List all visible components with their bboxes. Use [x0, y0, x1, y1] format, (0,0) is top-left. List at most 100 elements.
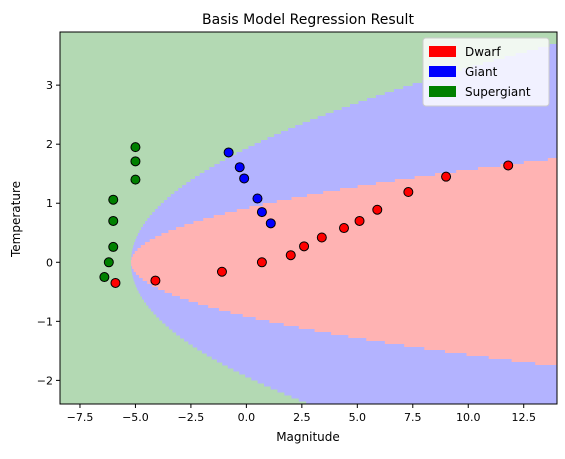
region-giant-row: [264, 383, 557, 387]
region-giant-row: [251, 377, 558, 381]
region-dwarf-row: [466, 353, 557, 357]
region-dwarf-row: [171, 293, 557, 297]
region-giant-row: [236, 152, 557, 156]
region-giant-row: [230, 155, 557, 159]
chart-title: Basis Model Regression Result: [202, 12, 414, 28]
region-giant-row: [209, 167, 557, 171]
region-dwarf-row: [193, 221, 558, 225]
giant-point: [265, 218, 276, 229]
region-dwarf-row: [283, 323, 557, 327]
region-dwarf-row: [262, 203, 557, 207]
supergiant-point: [108, 194, 119, 205]
region-dwarf-row: [176, 227, 557, 231]
region-dwarf-row: [134, 251, 558, 255]
giant-point: [256, 207, 267, 218]
y-tick-label: 1: [46, 197, 53, 210]
legend-swatch-giant: [429, 66, 456, 77]
x-tick-label: −7.5: [67, 411, 94, 424]
region-dwarf-row: [255, 317, 557, 321]
dwarf-point: [299, 241, 310, 252]
supergiant-point: [130, 142, 141, 153]
region-dwarf-row: [298, 326, 557, 330]
region-dwarf-row: [203, 218, 557, 222]
y-tick-label: −1: [37, 315, 53, 328]
region-giant-row: [288, 128, 557, 132]
supergiant-point: [99, 272, 110, 283]
region-giant-row: [225, 158, 558, 162]
region-dwarf-row: [144, 242, 557, 246]
region-giant-row: [302, 122, 557, 126]
region-dwarf-row: [224, 212, 557, 216]
region-dwarf-row: [135, 272, 557, 276]
dwarf-point: [285, 250, 296, 261]
region-dwarf-row: [242, 314, 558, 318]
region-giant-row: [190, 179, 557, 183]
region-dwarf-row: [323, 191, 557, 195]
region-giant-row: [274, 134, 557, 138]
region-giant-row: [267, 137, 557, 141]
legend-swatch-dwarf: [429, 46, 456, 57]
x-axis-label: Magnitude: [276, 430, 340, 444]
region-dwarf-row: [131, 263, 557, 267]
region-giant-row: [211, 356, 558, 360]
legend-swatch-supergiant: [429, 86, 456, 97]
plot-frame: [59, 31, 558, 405]
region-dwarf-row: [188, 299, 557, 303]
region-dwarf-row: [547, 158, 557, 162]
region-giant-row: [284, 392, 557, 396]
y-axis-ticks: −2 −1 0 1 2 3: [37, 79, 60, 387]
region-dwarf-row: [331, 332, 557, 336]
region-giant-row: [298, 398, 557, 402]
region-dwarf-row: [164, 290, 557, 294]
x-axis-ticks: −7.5 −5.0 −2.5 0.0 2.5 5.0 7.5 10.0 12.5: [67, 404, 536, 424]
region-dwarf-row: [249, 206, 557, 210]
region-giant-row: [233, 368, 557, 372]
region-giant-row: [227, 365, 558, 369]
supergiant-point: [103, 257, 114, 268]
y-tick-label: −2: [37, 374, 53, 387]
dwarf-point: [354, 215, 365, 226]
region-dwarf-row: [276, 200, 557, 204]
region-giant-row: [341, 107, 557, 111]
dwarf-point: [441, 171, 452, 182]
region-giant-row: [195, 176, 557, 180]
region-dwarf-row: [137, 248, 558, 252]
region-dwarf-row: [340, 188, 557, 192]
region-giant-row: [310, 119, 557, 123]
region-dwarf-row: [142, 278, 557, 282]
region-dwarf-row: [149, 239, 557, 243]
region-dwarf-row: [384, 341, 557, 345]
region-dwarf-row: [523, 161, 557, 165]
region-giant-row: [222, 362, 557, 366]
region-giant-row: [333, 110, 557, 114]
region-dwarf-row: [208, 305, 557, 309]
region-dwarf-row: [155, 236, 557, 240]
region-giant-row: [549, 44, 557, 48]
region-dwarf-row: [158, 287, 557, 291]
region-dwarf-row: [394, 179, 557, 183]
giant-point: [223, 147, 234, 158]
region-dwarf-row: [445, 350, 557, 354]
region-giant-row: [186, 182, 558, 186]
region-dwarf-row: [500, 164, 557, 168]
data-points: [99, 142, 514, 288]
region-dwarf-row: [314, 329, 557, 333]
region-dwarf-row: [306, 194, 557, 198]
x-tick-label: −2.5: [178, 411, 205, 424]
region-giant-row: [245, 374, 557, 378]
dwarf-point: [110, 277, 121, 288]
region-giant-row: [204, 170, 557, 174]
region-dwarf-row: [218, 308, 557, 312]
region-dwarf-row: [269, 320, 557, 324]
dwarf-point: [503, 160, 514, 171]
region-giant-row: [306, 401, 557, 405]
x-tick-label: 12.5: [511, 411, 536, 424]
dwarf-point: [150, 275, 161, 286]
region-dwarf-row: [132, 254, 557, 258]
legend-label-giant: Giant: [465, 65, 498, 79]
region-dwarf-row: [140, 245, 557, 249]
y-tick-label: 2: [46, 138, 53, 151]
region-dwarf-row: [213, 215, 557, 219]
region-giant-row: [219, 161, 557, 165]
